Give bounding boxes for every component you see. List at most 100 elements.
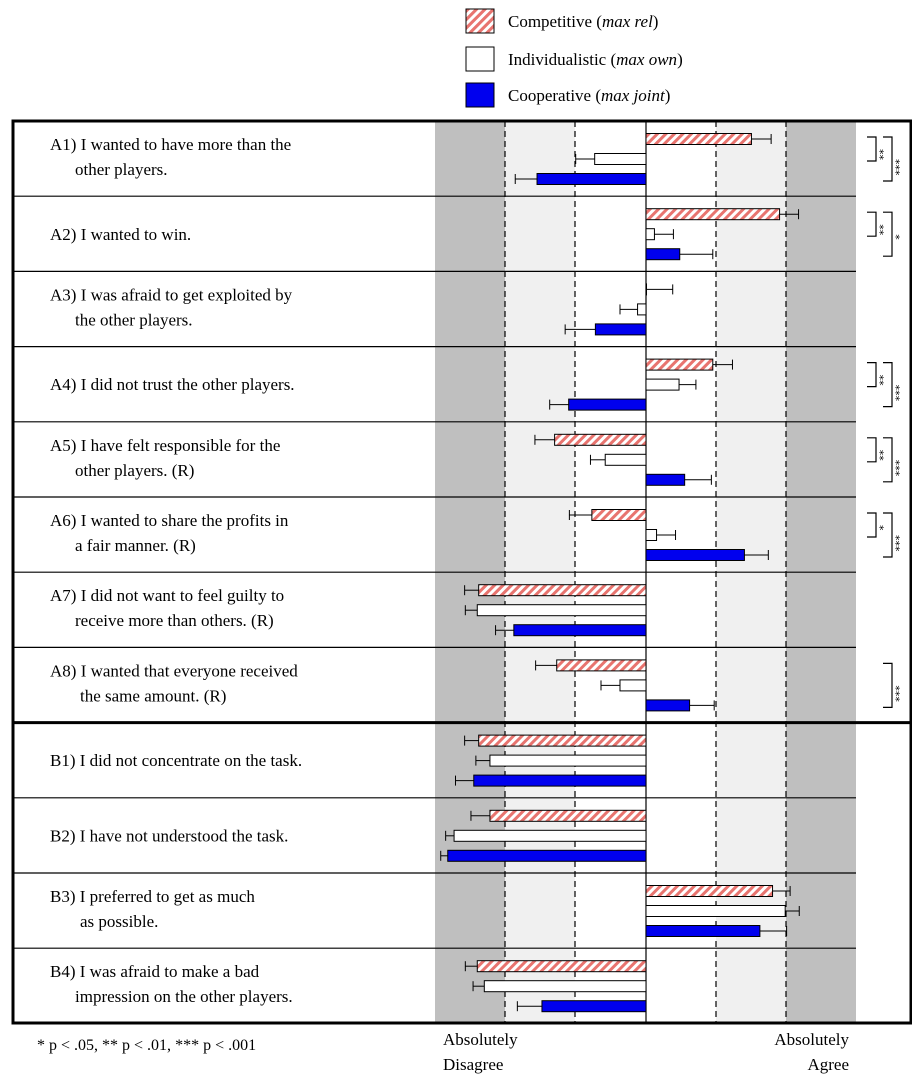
significance-bracket-a4-2: *** (883, 362, 902, 408)
legend-swatch-cooperative (465, 82, 495, 108)
error-bar-b1-individualistic (475, 755, 490, 766)
item-row-a3: A3) I was afraid to get exploited by the … (13, 270, 856, 336)
significance-bracket-a6-1: * (867, 512, 886, 538)
error-bar-a5-individualistic (589, 454, 606, 465)
significance-stars: ** (873, 224, 886, 236)
bar-a6-competitive (591, 509, 647, 521)
item-label-b1-line1: B1) I did not concentrate on the task. (50, 751, 302, 770)
bar-a8-competitive (556, 659, 647, 672)
bar-b3-individualistic (645, 905, 786, 917)
bar-a8-cooperative (645, 699, 691, 712)
bar-b1-competitive (478, 734, 647, 747)
bar-b4-individualistic (483, 980, 647, 993)
item-label-a1-line2: other players. (75, 160, 168, 179)
significance-stars: *** (889, 159, 902, 176)
error-bar-b1-competitive (464, 735, 479, 746)
bar-a1-competitive (645, 133, 752, 145)
bar-a4-individualistic (645, 378, 680, 391)
legend: Competitive (max rel) Individualistic (m… (465, 8, 683, 108)
bar-b4-competitive (476, 960, 647, 973)
item-row-b1: B1) I did not concentrate on the task. (13, 721, 911, 787)
bar-b2-competitive (489, 809, 647, 822)
error-bar-a6-cooperative (744, 550, 769, 560)
bar-b1-individualistic (489, 754, 647, 767)
bar-a3-individualistic (637, 303, 647, 316)
item-label-a3-line2: the other players. (75, 310, 193, 329)
item-label-a6-line2: a fair manner. (R) (75, 536, 196, 555)
bar-b1-cooperative (473, 774, 647, 787)
significance-stars: ** (873, 375, 886, 387)
bar-a4-competitive (645, 358, 714, 371)
significance-bracket-a6-2: *** (883, 512, 902, 558)
error-bar-a4-competitive (712, 359, 733, 370)
bar-a7-competitive (478, 584, 647, 597)
legend-label-cooperative: Cooperative (max joint) (508, 86, 670, 105)
item-rows: A1) I wanted to have more than the other … (13, 133, 911, 1013)
error-bar-a2-cooperative (679, 249, 714, 260)
bar-a3-cooperative (594, 323, 647, 336)
item-label-b3-line2: as possible. (80, 912, 158, 931)
error-bar-b1-cooperative (454, 775, 474, 786)
item-row-a8: A8) I wanted that everyone received the s… (13, 646, 902, 712)
bar-a5-competitive (554, 433, 647, 446)
chart-frame (11, 119, 912, 1025)
item-label-b2-line1: B2) I have not understood the task. (50, 826, 288, 845)
bar-a6-individualistic (645, 529, 658, 541)
item-label-b4-line1: B4) I was afraid to make a bad (50, 962, 260, 981)
bar-b4-cooperative (541, 1000, 647, 1013)
legend-swatch-competitive (465, 8, 495, 34)
bar-a1-cooperative (536, 173, 647, 185)
error-bar-a7-cooperative (495, 625, 514, 636)
item-row-b3: B3) I preferred to get as much as possibl… (13, 872, 856, 937)
error-bar-a1-individualistic (575, 154, 595, 164)
item-label-a8-line1: A8) I wanted that everyone received (50, 661, 298, 680)
bar-b3-competitive (645, 885, 774, 897)
significance-stars: *** (889, 385, 902, 402)
error-bar-b4-individualistic (472, 981, 485, 992)
error-bar-b3-individualistic (785, 906, 800, 916)
error-bar-a6-competitive (568, 510, 592, 520)
error-bar-a8-cooperative (689, 700, 715, 711)
significance-stars: *** (889, 685, 902, 702)
error-bar-a4-cooperative (549, 399, 569, 410)
error-bar-a7-competitive (464, 585, 479, 596)
error-bar-a1-competitive (751, 134, 772, 144)
significance-bracket-a2-1: ** (867, 211, 886, 237)
bar-b2-cooperative (447, 849, 647, 862)
item-row-a7: A7) I did not want to feel guilty to rece… (13, 571, 856, 637)
axis-right-label-line1: Absolutely (774, 1030, 849, 1049)
error-bar-b2-cooperative (440, 850, 448, 861)
item-label-a8-line2: the same amount. (R) (80, 686, 226, 705)
bar-b3-cooperative (645, 925, 761, 937)
item-label-a7-line2: receive more than others. (R) (75, 611, 274, 630)
significance-stars: ** (873, 450, 886, 462)
item-label-a7-line1: A7) I did not want to feel guilty to (50, 586, 284, 605)
significance-bracket-a1-2: *** (883, 136, 902, 182)
error-bar-a3-competitive (646, 284, 674, 295)
legend-label-competitive: Competitive (max rel) (508, 12, 658, 31)
item-row-a2: A2) I wanted to win. *** (13, 195, 902, 261)
significance-footnote: * p < .05, ** p < .01, *** p < .001 (37, 1037, 256, 1054)
significance-bracket-a1-1: ** (867, 136, 886, 162)
significance-stars: * (889, 234, 902, 240)
item-label-a6-line1: A6) I wanted to share the profits in (50, 511, 289, 530)
footnote-p001: *** p < .001 (175, 1037, 256, 1054)
bar-a5-cooperative (645, 473, 686, 486)
footnote-p01: ** p < .01, (102, 1037, 171, 1054)
item-label-a4-line1: A4) I did not trust the other players. (50, 375, 295, 394)
item-row-a4: A4) I did not trust the other players. **… (13, 346, 902, 411)
error-bar-a6-individualistic (656, 530, 677, 540)
axis-left-label-line2: Disagree (443, 1055, 503, 1074)
bar-a7-individualistic (476, 604, 647, 617)
bar-a7-cooperative (513, 624, 647, 637)
significance-stars: ** (873, 149, 886, 161)
error-bar-a2-competitive (779, 209, 800, 220)
item-row-b2: B2) I have not understood the task. (13, 797, 856, 862)
item-row-a6: A6) I wanted to share the profits in a fa… (13, 496, 902, 561)
error-bar-a4-individualistic (679, 379, 697, 390)
significance-bracket-a5-2: *** (883, 437, 902, 483)
bar-a2-cooperative (645, 248, 681, 261)
error-bar-b3-competitive (772, 886, 791, 896)
bar-b2-individualistic (453, 829, 647, 842)
error-bar-b2-individualistic (445, 830, 455, 841)
